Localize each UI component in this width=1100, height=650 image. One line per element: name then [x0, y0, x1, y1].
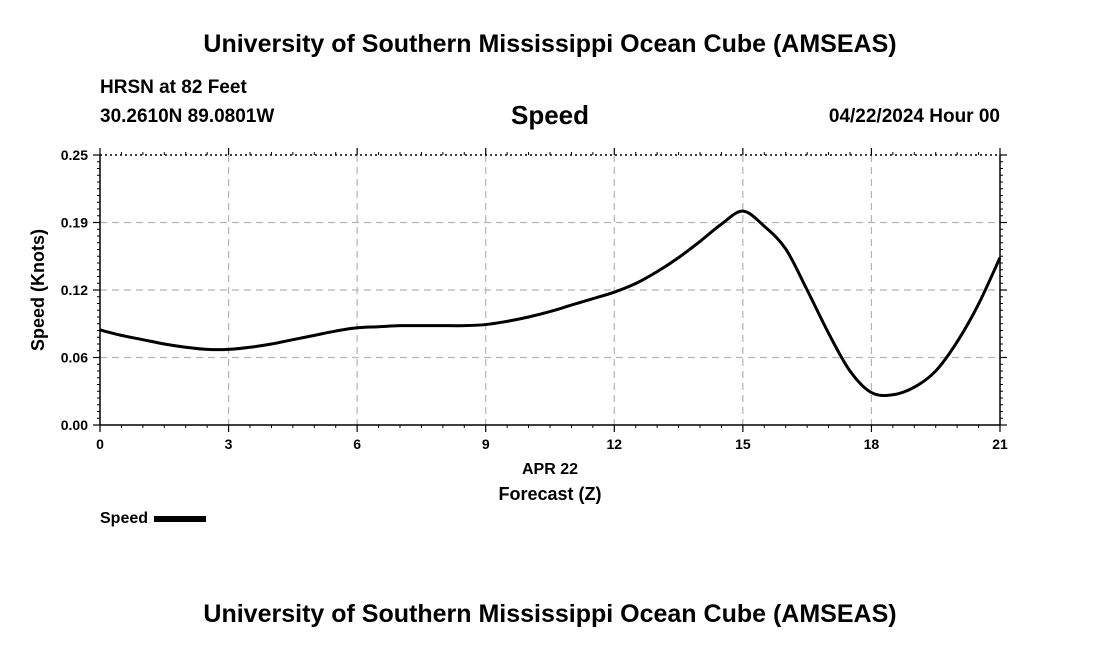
x-tick-label: 3	[225, 436, 233, 452]
y-tick-label: 0.12	[61, 282, 88, 298]
x-axis-label: Forecast (Z)	[498, 484, 601, 504]
y-tick-label: 0.25	[61, 147, 88, 163]
label-layer: 0 3 6 9 12 15 18 21 0.00 0.06 0.12 0.19 0.25	[61, 147, 1008, 452]
x-tick-label: 0	[96, 436, 104, 452]
y-tick-label: 0.19	[61, 215, 88, 231]
legend-label: Speed	[100, 510, 149, 527]
series-layer	[99, 209, 1002, 398]
x-tick-label: 21	[992, 436, 1008, 452]
y-tick-label: 0.00	[61, 417, 88, 433]
station-label: HRSN at 82 Feet	[100, 77, 247, 98]
footer-title: University of Southern Mississippi Ocean…	[203, 600, 897, 628]
header-title: University of Southern Mississippi Ocean…	[203, 30, 897, 58]
grid-layer	[100, 155, 1000, 425]
station-coordinates: 30.2610N 89.0801W	[100, 106, 275, 127]
legend-line-swatch	[154, 515, 207, 522]
x-tick-label: 15	[735, 436, 751, 452]
legend: Speed	[100, 510, 207, 528]
x-tick-label: 6	[353, 436, 361, 452]
chart-title: Speed	[510, 100, 590, 130]
forecast-datetime: 04/22/2024 Hour 00	[828, 106, 1000, 127]
x-tick-label: 9	[482, 436, 490, 452]
series-line-speed	[99, 209, 1002, 398]
x-axis-date-label: APR 22	[522, 461, 578, 478]
x-tick-label: 12	[606, 436, 622, 452]
x-tick-label: 18	[864, 436, 880, 452]
tick-layer	[93, 148, 1007, 432]
y-axis-label: Speed (Knots)	[28, 229, 48, 351]
y-tick-label: 0.06	[61, 350, 88, 366]
